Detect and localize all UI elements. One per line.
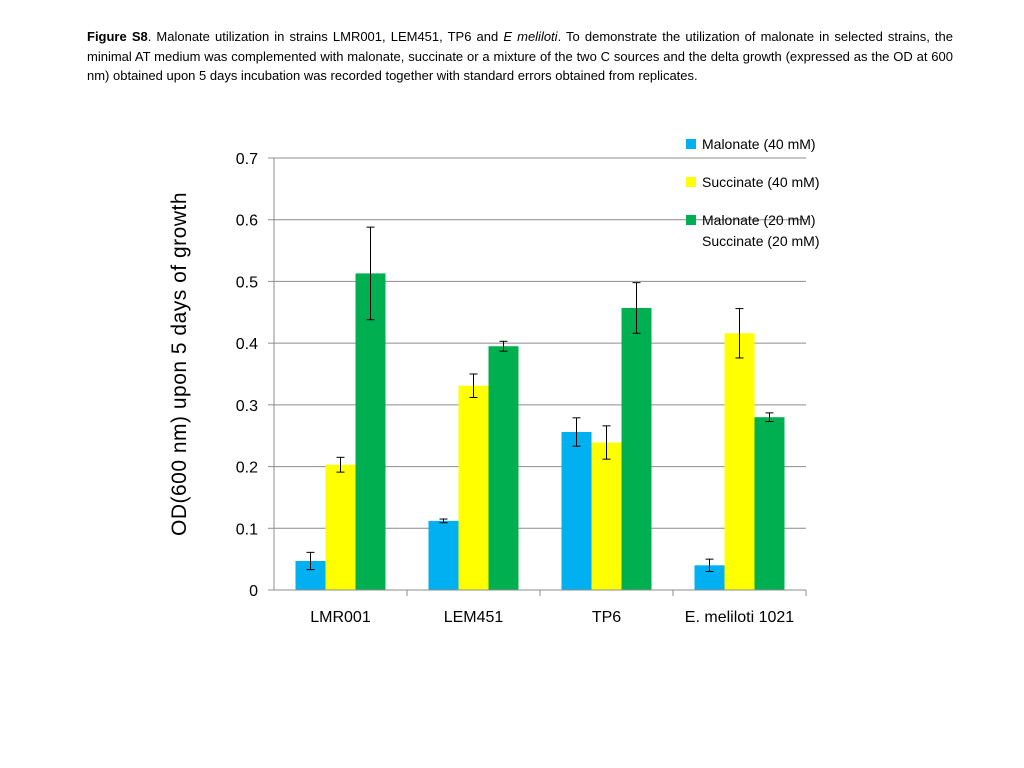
bar bbox=[355, 273, 386, 590]
bar bbox=[724, 333, 755, 590]
legend-label-line2: Succinate (20 mM) bbox=[702, 233, 819, 249]
legend-swatch bbox=[686, 139, 696, 149]
caption-text-part2: . To demonstrate the utilization of malo… bbox=[87, 29, 953, 83]
y-tick-label: 0.1 bbox=[236, 521, 258, 538]
bar bbox=[561, 432, 592, 590]
legend-swatch bbox=[686, 177, 696, 187]
legend-label: Succinate (40 mM) bbox=[702, 174, 819, 190]
y-tick-label: 0.5 bbox=[236, 274, 258, 291]
y-axis-label: OD(600 nm) upon 5 days of growth bbox=[168, 192, 191, 536]
bar bbox=[591, 442, 622, 590]
x-tick-label: LMR001 bbox=[310, 609, 371, 626]
x-tick-label: LEM451 bbox=[444, 609, 504, 626]
legend-label: Malonate (20 mM) bbox=[702, 212, 816, 228]
error-bars bbox=[306, 226, 774, 572]
bar bbox=[428, 520, 459, 590]
bar bbox=[488, 346, 519, 590]
figure-caption: Figure S8. Malonate utilization in strai… bbox=[87, 27, 953, 86]
y-tick-label: 0 bbox=[249, 583, 258, 600]
x-tick-label: TP6 bbox=[592, 609, 621, 626]
y-tick-label: 0.2 bbox=[236, 460, 258, 477]
legend: Malonate (40 mM) Succinate (40 mM) Malonat… bbox=[686, 136, 819, 249]
x-tick-label: E. meliloti 1021 bbox=[685, 609, 794, 626]
y-tick-label: 0.6 bbox=[236, 213, 258, 230]
bar bbox=[754, 417, 785, 590]
caption-text-part1: . Malonate utilization in strains LMR001… bbox=[147, 29, 504, 44]
bar bbox=[621, 307, 652, 590]
axes bbox=[268, 157, 807, 596]
bar bbox=[325, 464, 356, 590]
bar bbox=[458, 385, 489, 590]
bars bbox=[295, 273, 785, 590]
y-tick-label: 0.3 bbox=[236, 398, 258, 415]
tick-labels: 0 0.1 0.2 0.3 0.4 0.5 0.6 0.7 LMR001 LEM451 TP6 E. … bbox=[236, 151, 795, 626]
caption-label: Figure S8 bbox=[87, 29, 148, 44]
caption-italic: E meliloti bbox=[503, 29, 558, 44]
legend-label: Malonate (40 mM) bbox=[702, 136, 816, 152]
y-tick-label: 0.4 bbox=[236, 336, 258, 353]
legend-swatch bbox=[686, 215, 696, 225]
y-tick-label: 0.7 bbox=[236, 151, 258, 168]
